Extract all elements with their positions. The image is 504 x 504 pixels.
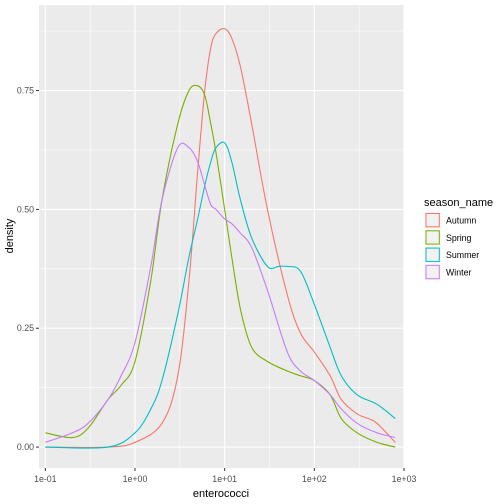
legend: season_name Autumn Spring Summer Winter [424,197,493,281]
legend-swatch-summer [425,247,440,262]
y-axis: 0.00 0.25 0.50 0.75 [17,86,39,452]
x-tick-label: 1e+00 [123,474,148,484]
y-axis-title: density [4,218,16,253]
plot-panel [39,5,404,468]
y-tick-label: 0.50 [17,204,34,214]
legend-label-spring: Spring [446,233,472,243]
x-tick-label: 1e-01 [34,474,57,484]
legend-label-winter: Winter [446,267,471,277]
x-tick-label: 1e+03 [392,474,417,484]
y-tick-label: 0.00 [17,442,34,452]
series-line-spring [45,84,396,448]
series-line-autumn [45,28,396,448]
major-gridlines [39,5,405,468]
series-line-winter [45,142,396,443]
legend-label-summer: Summer [446,250,479,260]
x-axis-title: enterococci [193,488,249,500]
legend-label-autumn: Autumn [446,216,476,226]
x-axis: 1e-01 1e+00 1e+01 1e+02 1e+03 [34,468,416,484]
legend-swatch-spring [425,230,440,245]
y-tick-label: 0.75 [17,86,34,96]
legend-swatch-winter [425,264,440,280]
legend-title: season_name [424,197,493,209]
minor-gridlines [39,5,404,468]
y-tick-label: 0.25 [17,323,34,333]
x-tick-label: 1e+02 [302,474,327,484]
series-lines [45,28,396,449]
x-tick-label: 1e+01 [212,474,237,484]
legend-swatch-autumn [425,213,440,228]
series-line-summer [45,141,396,449]
